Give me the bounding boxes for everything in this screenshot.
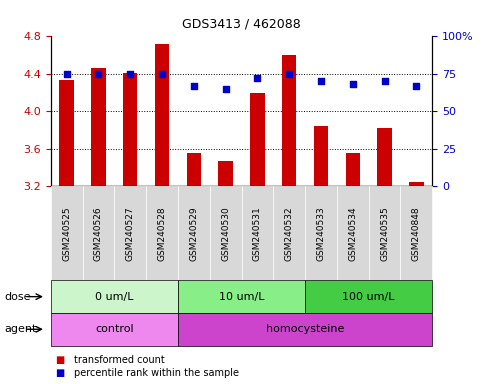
Text: 100 um/L: 100 um/L bbox=[342, 291, 395, 302]
Text: 10 um/L: 10 um/L bbox=[219, 291, 264, 302]
Text: GSM240534: GSM240534 bbox=[348, 206, 357, 261]
Text: agent: agent bbox=[5, 324, 37, 334]
Point bbox=[254, 75, 261, 81]
Point bbox=[158, 71, 166, 77]
Point bbox=[222, 86, 229, 92]
Text: 0 um/L: 0 um/L bbox=[95, 291, 134, 302]
Text: GSM240525: GSM240525 bbox=[62, 206, 71, 261]
Point bbox=[63, 71, 71, 77]
Text: percentile rank within the sample: percentile rank within the sample bbox=[74, 368, 239, 378]
Text: ■: ■ bbox=[56, 368, 65, 378]
Text: GSM240531: GSM240531 bbox=[253, 206, 262, 261]
Bar bbox=[377, 128, 392, 186]
Bar bbox=[282, 55, 297, 186]
Text: ■: ■ bbox=[56, 355, 65, 365]
Bar bbox=[218, 161, 233, 186]
Point bbox=[285, 71, 293, 77]
Text: homocysteine: homocysteine bbox=[266, 324, 344, 334]
Bar bbox=[123, 73, 137, 186]
Text: GSM240535: GSM240535 bbox=[380, 206, 389, 261]
Bar bbox=[409, 182, 424, 186]
Text: control: control bbox=[95, 324, 134, 334]
Bar bbox=[59, 79, 74, 186]
Point bbox=[190, 83, 198, 89]
Text: GSM240527: GSM240527 bbox=[126, 206, 135, 261]
Text: GSM240848: GSM240848 bbox=[412, 206, 421, 261]
Text: GSM240529: GSM240529 bbox=[189, 206, 199, 261]
Bar bbox=[250, 93, 265, 186]
Point bbox=[381, 78, 388, 84]
Text: dose: dose bbox=[5, 291, 31, 302]
Point bbox=[95, 71, 102, 77]
Bar bbox=[186, 152, 201, 186]
Bar bbox=[346, 154, 360, 186]
Point bbox=[317, 78, 325, 84]
Point bbox=[412, 83, 420, 89]
Point bbox=[127, 71, 134, 77]
Text: GSM240532: GSM240532 bbox=[284, 206, 294, 261]
Text: GSM240526: GSM240526 bbox=[94, 206, 103, 261]
Bar bbox=[155, 44, 169, 186]
Text: GSM240530: GSM240530 bbox=[221, 206, 230, 261]
Text: transformed count: transformed count bbox=[74, 355, 165, 365]
Bar bbox=[91, 68, 106, 186]
Text: GDS3413 / 462088: GDS3413 / 462088 bbox=[182, 17, 301, 30]
Point bbox=[349, 81, 356, 88]
Text: GSM240528: GSM240528 bbox=[157, 206, 167, 261]
Text: GSM240533: GSM240533 bbox=[316, 206, 326, 261]
Bar bbox=[314, 126, 328, 186]
